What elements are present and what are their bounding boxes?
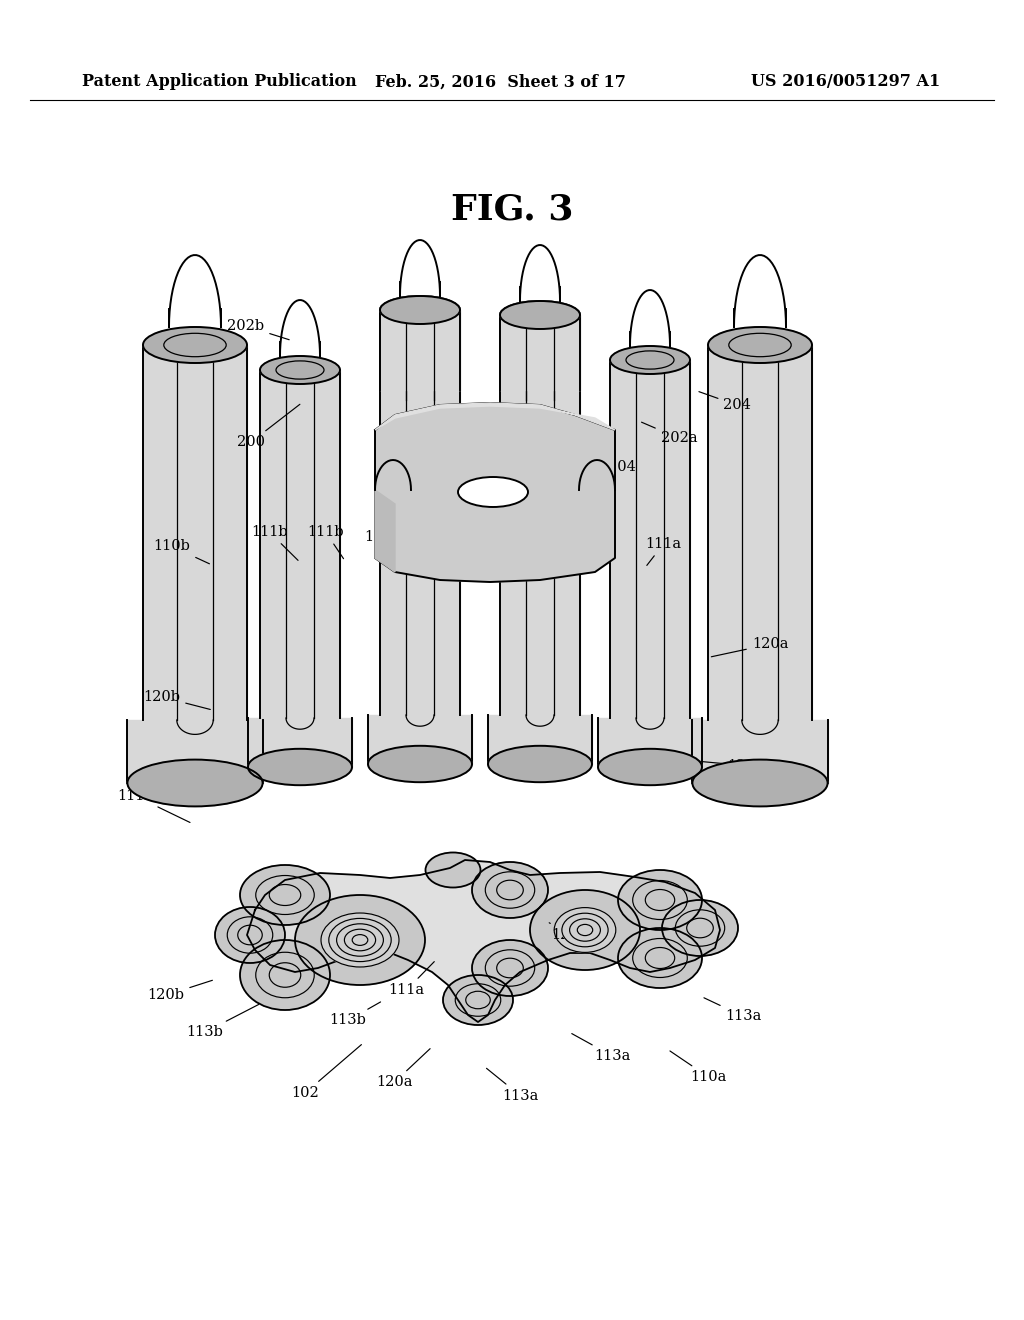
- Ellipse shape: [295, 895, 425, 985]
- Ellipse shape: [569, 919, 600, 941]
- Text: US 2016/0051297 A1: US 2016/0051297 A1: [751, 74, 940, 91]
- Polygon shape: [380, 310, 460, 389]
- Ellipse shape: [554, 908, 615, 953]
- Text: Patent Application Publication: Patent Application Publication: [82, 74, 356, 91]
- Text: 113b: 113b: [330, 1002, 381, 1027]
- Text: 113a: 113a: [486, 1068, 539, 1102]
- Polygon shape: [260, 370, 340, 718]
- Ellipse shape: [443, 975, 513, 1026]
- Ellipse shape: [329, 919, 391, 961]
- Ellipse shape: [240, 865, 330, 925]
- Text: 111a: 111a: [567, 537, 604, 565]
- Polygon shape: [375, 403, 615, 430]
- Ellipse shape: [692, 759, 827, 807]
- Polygon shape: [610, 360, 690, 718]
- Text: 110b: 110b: [154, 540, 210, 564]
- Text: Feb. 25, 2016  Sheet 3 of 17: Feb. 25, 2016 Sheet 3 of 17: [375, 74, 626, 91]
- Text: 102: 102: [291, 1044, 361, 1100]
- Ellipse shape: [598, 748, 702, 785]
- Text: 204: 204: [699, 392, 752, 412]
- Text: 111a: 111a: [645, 537, 682, 565]
- Polygon shape: [500, 315, 580, 389]
- Ellipse shape: [380, 296, 460, 323]
- Ellipse shape: [708, 327, 812, 363]
- Text: 120a: 120a: [712, 638, 788, 657]
- Ellipse shape: [662, 900, 738, 956]
- Text: 120b: 120b: [143, 690, 210, 709]
- Polygon shape: [127, 719, 262, 783]
- Ellipse shape: [530, 890, 640, 970]
- Ellipse shape: [610, 346, 690, 374]
- Text: 120a: 120a: [691, 759, 764, 772]
- Ellipse shape: [472, 862, 548, 917]
- Ellipse shape: [426, 853, 480, 887]
- Polygon shape: [247, 861, 720, 1022]
- Polygon shape: [598, 718, 702, 767]
- Text: 110a: 110a: [670, 1051, 727, 1084]
- Ellipse shape: [321, 913, 399, 968]
- Ellipse shape: [127, 759, 262, 807]
- Polygon shape: [708, 345, 812, 719]
- Text: 113a: 113a: [571, 1034, 631, 1063]
- Text: 202a: 202a: [641, 422, 697, 445]
- Polygon shape: [375, 490, 395, 572]
- Polygon shape: [375, 403, 615, 582]
- Text: 120a: 120a: [549, 923, 588, 941]
- Text: 111b: 111b: [117, 789, 190, 822]
- Ellipse shape: [562, 913, 608, 946]
- Ellipse shape: [488, 746, 592, 783]
- Ellipse shape: [578, 924, 593, 936]
- Ellipse shape: [618, 928, 702, 987]
- Polygon shape: [368, 715, 472, 764]
- Ellipse shape: [260, 356, 340, 384]
- Polygon shape: [692, 719, 827, 783]
- Ellipse shape: [240, 940, 330, 1010]
- Text: FIG. 3: FIG. 3: [451, 193, 573, 227]
- Text: 111b: 111b: [251, 525, 298, 561]
- Ellipse shape: [380, 296, 460, 323]
- Ellipse shape: [352, 935, 368, 945]
- Ellipse shape: [248, 748, 352, 785]
- Ellipse shape: [337, 924, 383, 956]
- Polygon shape: [143, 345, 247, 719]
- Ellipse shape: [618, 870, 702, 931]
- Text: 111b: 111b: [307, 525, 344, 558]
- Text: 120b: 120b: [365, 531, 401, 561]
- Ellipse shape: [458, 477, 528, 507]
- Ellipse shape: [368, 746, 472, 783]
- Polygon shape: [488, 715, 592, 764]
- Polygon shape: [500, 315, 580, 715]
- Text: 202b: 202b: [227, 319, 289, 339]
- Polygon shape: [248, 718, 352, 767]
- Text: 120b: 120b: [147, 981, 212, 1002]
- Text: 113b: 113b: [186, 1005, 259, 1039]
- Ellipse shape: [143, 327, 247, 363]
- Ellipse shape: [500, 301, 580, 329]
- Ellipse shape: [344, 929, 376, 950]
- Text: 113a: 113a: [703, 998, 762, 1023]
- Text: 204: 204: [588, 445, 636, 474]
- Ellipse shape: [500, 301, 580, 329]
- Text: 120a: 120a: [376, 1048, 430, 1089]
- Ellipse shape: [472, 940, 548, 997]
- Text: 111a: 111a: [388, 962, 434, 997]
- Polygon shape: [380, 310, 460, 715]
- Text: 200: 200: [237, 404, 300, 449]
- Ellipse shape: [215, 907, 285, 964]
